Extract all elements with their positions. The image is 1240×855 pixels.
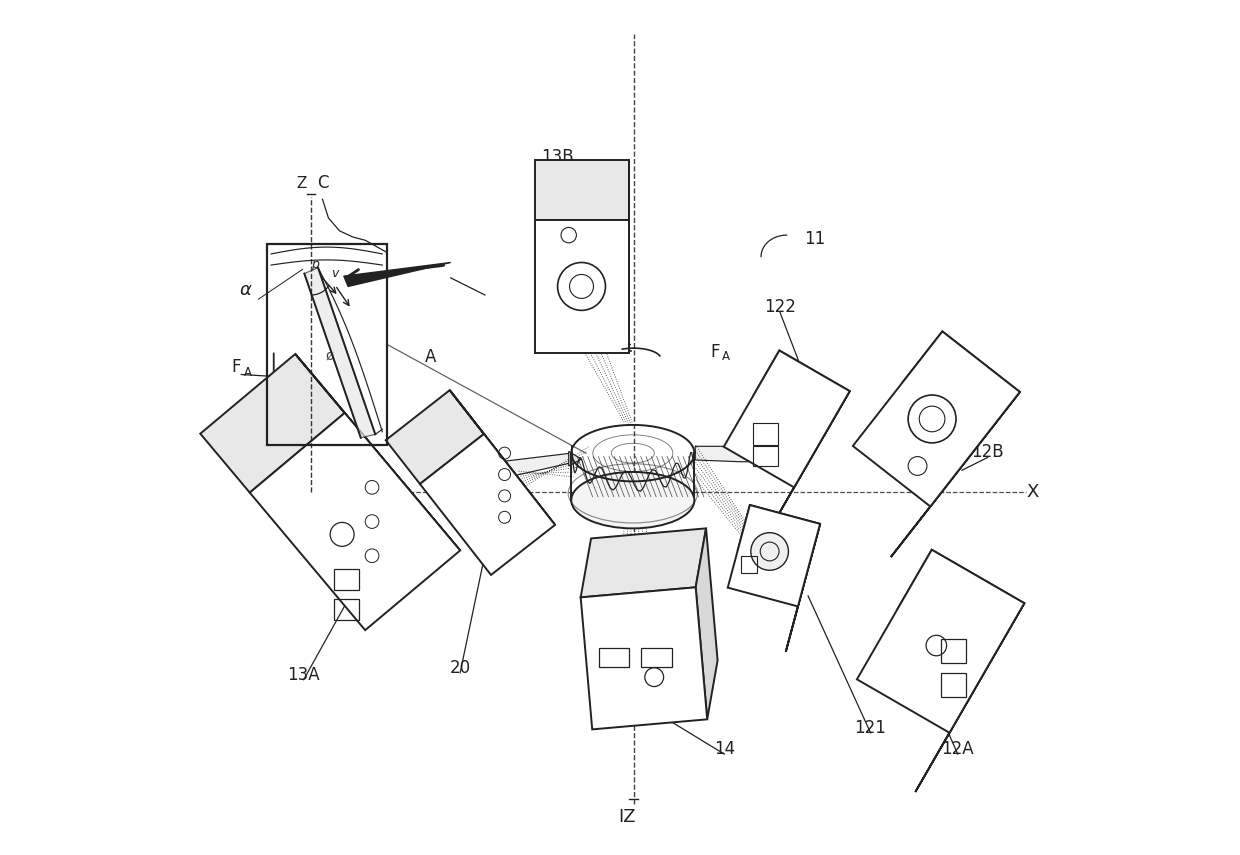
Text: Z: Z — [296, 176, 306, 192]
Text: ø: ø — [326, 348, 335, 363]
Polygon shape — [534, 161, 629, 221]
Text: A: A — [425, 348, 436, 366]
Text: A: A — [244, 366, 252, 379]
Text: p: p — [311, 258, 320, 271]
Polygon shape — [696, 446, 782, 462]
Polygon shape — [696, 528, 718, 719]
Text: 13B: 13B — [542, 149, 574, 167]
Text: 12B: 12B — [971, 444, 1004, 462]
Polygon shape — [295, 354, 460, 551]
Text: F: F — [232, 358, 242, 376]
Circle shape — [750, 533, 789, 570]
Polygon shape — [890, 392, 1019, 557]
Polygon shape — [738, 505, 820, 569]
Text: C: C — [316, 174, 329, 192]
Text: F: F — [711, 343, 720, 361]
Polygon shape — [857, 550, 1024, 733]
Polygon shape — [754, 351, 849, 435]
Text: 14: 14 — [714, 740, 735, 758]
Text: X: X — [1027, 482, 1039, 501]
Text: 11: 11 — [804, 230, 825, 248]
Polygon shape — [903, 332, 1019, 443]
Polygon shape — [728, 505, 820, 606]
Text: 13A: 13A — [288, 666, 320, 684]
Polygon shape — [915, 603, 1024, 792]
Polygon shape — [786, 524, 820, 652]
Polygon shape — [569, 451, 582, 466]
Text: 122: 122 — [764, 298, 796, 316]
Polygon shape — [534, 221, 629, 352]
Polygon shape — [580, 528, 706, 598]
Text: F: F — [551, 314, 560, 332]
Ellipse shape — [572, 472, 694, 528]
Polygon shape — [201, 354, 345, 492]
Polygon shape — [343, 262, 450, 286]
Text: 12A: 12A — [941, 740, 975, 758]
Polygon shape — [249, 413, 460, 630]
Text: $\alpha$: $\alpha$ — [239, 281, 252, 299]
Polygon shape — [580, 587, 707, 729]
Polygon shape — [423, 453, 572, 479]
Text: A: A — [722, 350, 730, 363]
Text: B: B — [305, 491, 317, 509]
Text: IZ: IZ — [618, 808, 636, 826]
Text: v: v — [331, 267, 339, 280]
Polygon shape — [304, 268, 376, 438]
Polygon shape — [898, 550, 1024, 663]
Polygon shape — [769, 391, 849, 532]
Text: 20: 20 — [450, 659, 471, 677]
Polygon shape — [386, 390, 484, 484]
Polygon shape — [724, 351, 849, 487]
Text: 121: 121 — [854, 719, 887, 737]
Polygon shape — [853, 332, 1019, 506]
Polygon shape — [420, 434, 556, 575]
Polygon shape — [450, 390, 556, 525]
Text: B: B — [562, 321, 570, 333]
